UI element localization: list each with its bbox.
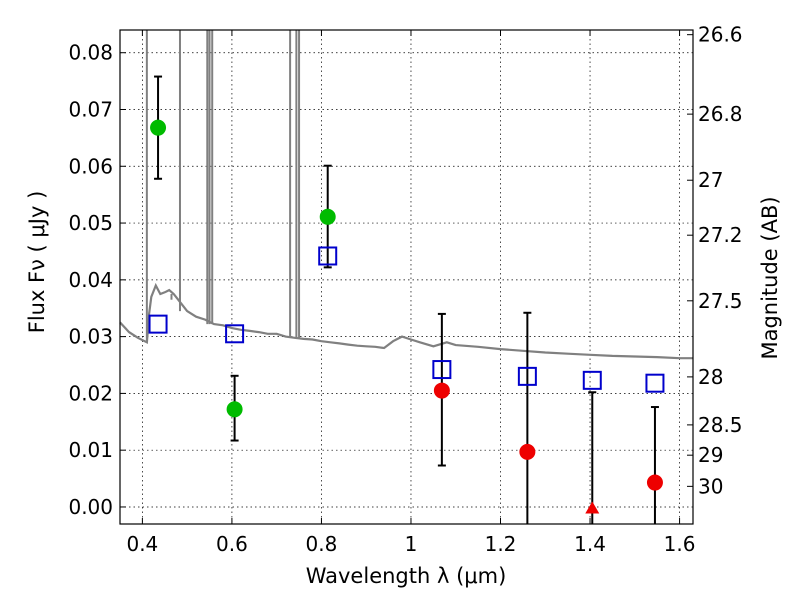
y2-tick-label: 28	[698, 365, 723, 389]
x-tick-label: 0.6	[216, 532, 248, 556]
y2-tick-label: 28.5	[698, 413, 743, 437]
y-tick-label: 0.00	[68, 495, 113, 519]
y2-tick-label: 30	[698, 474, 723, 498]
y2-tick-label: 26.6	[698, 23, 743, 47]
x-tick-label: 1.6	[664, 532, 696, 556]
x-tick-label: 0.4	[126, 532, 158, 556]
y-tick-label: 0.06	[68, 154, 113, 178]
model-point	[148, 314, 168, 334]
data-point	[319, 208, 336, 225]
spectrum-continuum	[119, 282, 693, 360]
y-tick-label: 0.04	[68, 268, 113, 292]
model-point	[517, 366, 537, 386]
model-spectrum	[119, 30, 693, 360]
data-point	[519, 443, 536, 460]
data-point	[646, 474, 663, 491]
y2-tick-label: 27.2	[698, 223, 743, 247]
plot-frame	[119, 29, 694, 525]
x-tick-label: 0.8	[306, 532, 338, 556]
data-point	[433, 382, 450, 399]
y2-tick-label: 27	[698, 168, 723, 192]
y-axis-label: Flux Fν ( μJy )	[25, 191, 49, 334]
y-tick-label: 0.02	[68, 381, 113, 405]
y2-tick-label: 29	[698, 443, 723, 467]
data-point	[150, 119, 167, 136]
axis-ticks	[120, 30, 693, 524]
y-tick-label: 0.08	[68, 41, 113, 65]
upper-limit-point	[585, 501, 600, 514]
tick-labels: 0.4 0.6 0.8 1 1.2 1.4 1.6 0.00 0.01 0.02 0.03 0.04 0…	[68, 23, 742, 556]
model-point	[432, 360, 452, 380]
data-point	[226, 401, 243, 418]
y-tick-label: 0.07	[68, 97, 113, 121]
x-tick-label: 1.2	[485, 532, 517, 556]
y-tick-label: 0.01	[68, 438, 113, 462]
y-tick-label: 0.03	[68, 325, 113, 349]
x-tick-label: 1	[405, 532, 418, 556]
y2-tick-label: 26.8	[698, 102, 743, 126]
y2-axis-label: Magnitude (AB)	[758, 196, 782, 359]
data-markers	[148, 119, 665, 514]
y-tick-label: 0.05	[68, 211, 113, 235]
model-point	[645, 373, 665, 393]
model-point	[582, 370, 602, 390]
grid-lines	[120, 30, 693, 524]
error-bars	[154, 75, 659, 524]
x-axis-label: Wavelength λ (μm)	[306, 564, 507, 588]
model-point	[318, 246, 338, 266]
model-point	[225, 324, 245, 344]
y2-tick-label: 27.5	[698, 289, 743, 313]
x-tick-label: 1.4	[574, 532, 606, 556]
